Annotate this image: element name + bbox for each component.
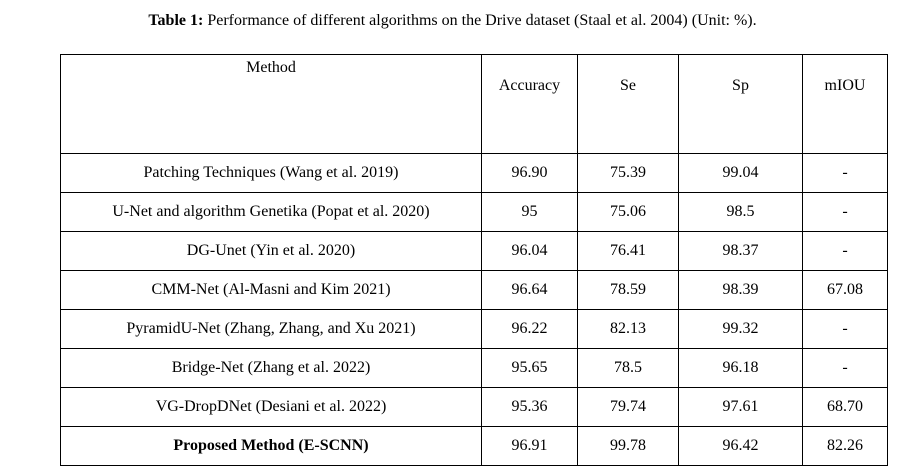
se-cell: 82.13 [577, 309, 679, 349]
header-miou: mIOU [802, 54, 888, 154]
header-se: Se [577, 54, 679, 154]
miou-cell: - [802, 231, 888, 271]
method-cell: CMM-Net (Al-Masni and Kim 2021) [60, 270, 482, 310]
se-cell: 75.06 [577, 192, 679, 232]
miou-cell: - [802, 192, 888, 232]
sp-cell: 97.61 [678, 387, 803, 427]
accuracy-cell: 96.04 [481, 231, 578, 271]
accuracy-cell: 95.65 [481, 348, 578, 388]
se-cell: 78.59 [577, 270, 679, 310]
accuracy-cell: 96.90 [481, 153, 578, 193]
performance-table: Method Accuracy Se Sp mIOU Patching Tech… [60, 54, 888, 466]
caption-text: Performance of different algorithms on t… [203, 12, 757, 29]
header-row: Method Accuracy Se Sp mIOU [60, 54, 888, 154]
table-row: DG-Unet (Yin et al. 2020) 96.04 76.41 98… [60, 231, 888, 271]
miou-cell: 68.70 [802, 387, 888, 427]
table-row: Patching Techniques (Wang et al. 2019) 9… [60, 153, 888, 193]
table-row: CMM-Net (Al-Masni and Kim 2021) 96.64 78… [60, 270, 888, 310]
miou-cell: 67.08 [802, 270, 888, 310]
header-sp: Sp [678, 54, 803, 154]
sp-cell: 98.5 [678, 192, 803, 232]
sp-cell: 99.32 [678, 309, 803, 349]
table-row: VG-DropDNet (Desiani et al. 2022) 95.36 … [60, 387, 888, 427]
se-cell: 78.5 [577, 348, 679, 388]
sp-cell: 99.04 [678, 153, 803, 193]
method-cell: PyramidU-Net (Zhang, Zhang, and Xu 2021) [60, 309, 482, 349]
accuracy-cell: 95.36 [481, 387, 578, 427]
accuracy-cell: 96.91 [481, 426, 578, 466]
sp-cell: 96.18 [678, 348, 803, 388]
miou-cell: - [802, 348, 888, 388]
miou-cell: - [802, 309, 888, 349]
se-cell: 99.78 [577, 426, 679, 466]
method-cell: Proposed Method (E-SCNN) [60, 426, 482, 466]
method-cell: Patching Techniques (Wang et al. 2019) [60, 153, 482, 193]
miou-cell: 82.26 [802, 426, 888, 466]
method-cell: Bridge-Net (Zhang et al. 2022) [60, 348, 482, 388]
accuracy-cell: 96.64 [481, 270, 578, 310]
table-caption: Table 1: Performance of different algori… [0, 10, 905, 32]
header-accuracy: Accuracy [481, 54, 578, 154]
header-method: Method [60, 54, 482, 154]
caption-label: Table 1: [148, 12, 204, 29]
se-cell: 79.74 [577, 387, 679, 427]
sp-cell: 96.42 [678, 426, 803, 466]
accuracy-cell: 95 [481, 192, 578, 232]
table-row-proposed: Proposed Method (E-SCNN) 96.91 99.78 96.… [60, 426, 888, 466]
accuracy-cell: 96.22 [481, 309, 578, 349]
se-cell: 76.41 [577, 231, 679, 271]
table-row: Bridge-Net (Zhang et al. 2022) 95.65 78.… [60, 348, 888, 388]
sp-cell: 98.37 [678, 231, 803, 271]
sp-cell: 98.39 [678, 270, 803, 310]
miou-cell: - [802, 153, 888, 193]
table-row: PyramidU-Net (Zhang, Zhang, and Xu 2021)… [60, 309, 888, 349]
table-row: U-Net and algorithm Genetika (Popat et a… [60, 192, 888, 232]
method-cell: DG-Unet (Yin et al. 2020) [60, 231, 482, 271]
se-cell: 75.39 [577, 153, 679, 193]
method-cell: U-Net and algorithm Genetika (Popat et a… [60, 192, 482, 232]
method-cell: VG-DropDNet (Desiani et al. 2022) [60, 387, 482, 427]
